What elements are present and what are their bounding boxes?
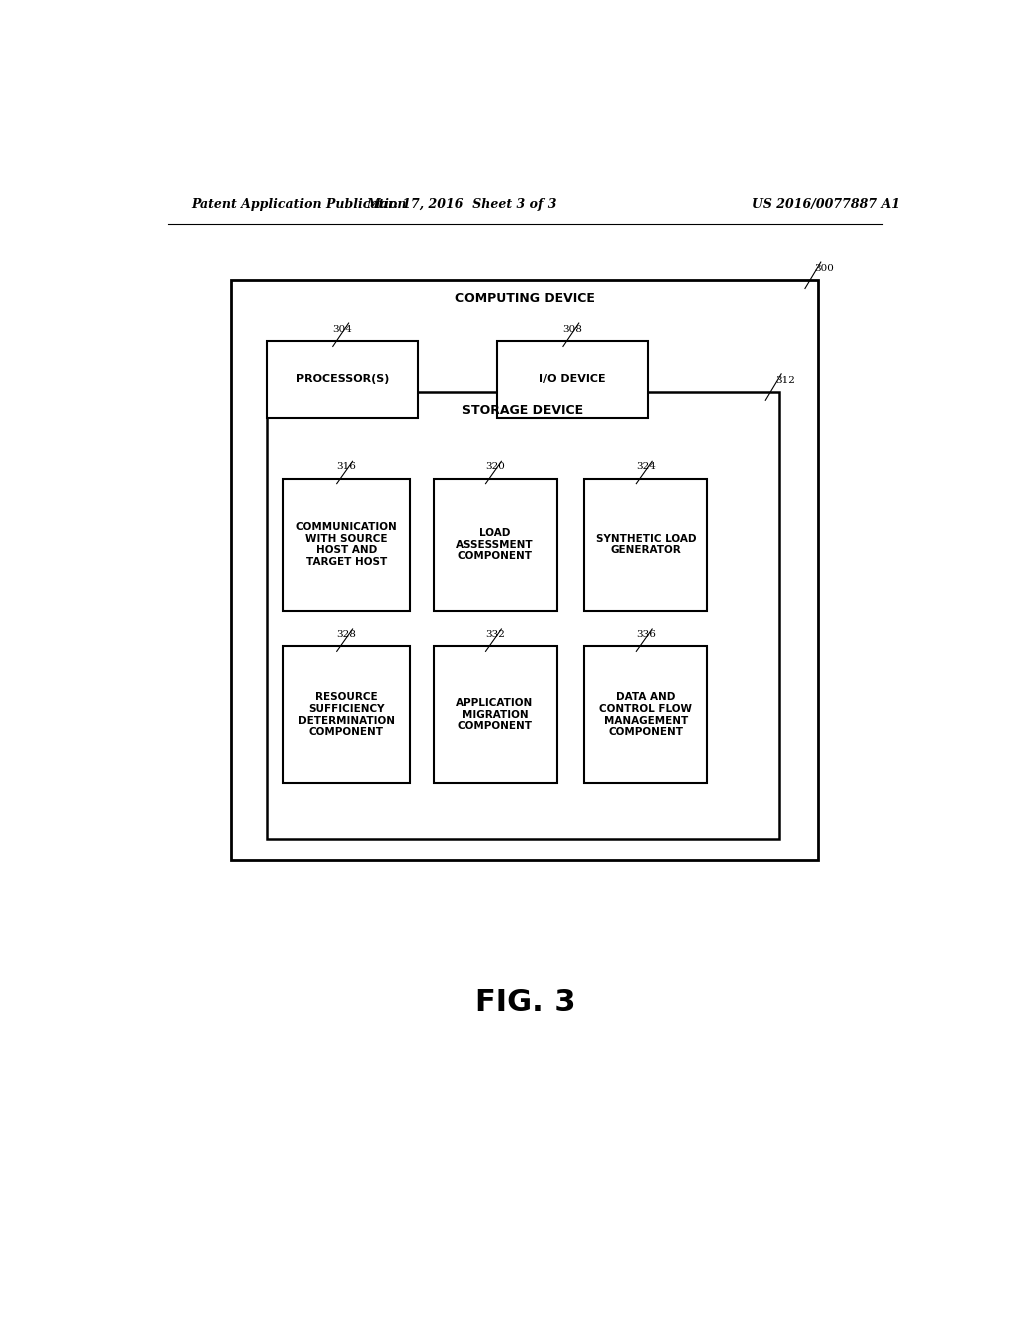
Text: COMMUNICATION
WITH SOURCE
HOST AND
TARGET HOST: COMMUNICATION WITH SOURCE HOST AND TARGE… — [295, 523, 397, 568]
Text: 312: 312 — [775, 376, 795, 385]
Text: 320: 320 — [485, 462, 505, 471]
FancyBboxPatch shape — [585, 647, 708, 784]
Text: PROCESSOR(S): PROCESSOR(S) — [296, 375, 389, 384]
FancyBboxPatch shape — [497, 342, 648, 417]
Text: RESOURCE
SUFFICIENCY
DETERMINATION
COMPONENT: RESOURCE SUFFICIENCY DETERMINATION COMPO… — [298, 693, 394, 738]
FancyBboxPatch shape — [267, 342, 418, 417]
Text: LOAD
ASSESSMENT
COMPONENT: LOAD ASSESSMENT COMPONENT — [457, 528, 534, 561]
FancyBboxPatch shape — [267, 392, 779, 840]
Text: DATA AND
CONTROL FLOW
MANAGEMENT
COMPONENT: DATA AND CONTROL FLOW MANAGEMENT COMPONE… — [599, 693, 692, 738]
Text: US 2016/0077887 A1: US 2016/0077887 A1 — [753, 198, 900, 211]
Text: 316: 316 — [336, 462, 356, 471]
Text: I/O DEVICE: I/O DEVICE — [539, 375, 606, 384]
FancyBboxPatch shape — [231, 280, 818, 859]
Text: 336: 336 — [636, 630, 655, 639]
Text: 324: 324 — [636, 462, 655, 471]
FancyBboxPatch shape — [283, 647, 410, 784]
Text: COMPUTING DEVICE: COMPUTING DEVICE — [455, 292, 595, 305]
Text: 332: 332 — [485, 630, 505, 639]
Text: STORAGE DEVICE: STORAGE DEVICE — [462, 404, 584, 417]
Text: Patent Application Publication: Patent Application Publication — [191, 198, 407, 211]
FancyBboxPatch shape — [283, 479, 410, 611]
FancyBboxPatch shape — [433, 647, 557, 784]
Text: APPLICATION
MIGRATION
COMPONENT: APPLICATION MIGRATION COMPONENT — [457, 698, 534, 731]
Text: FIG. 3: FIG. 3 — [474, 987, 575, 1016]
Text: SYNTHETIC LOAD
GENERATOR: SYNTHETIC LOAD GENERATOR — [596, 533, 696, 556]
Text: Mar. 17, 2016  Sheet 3 of 3: Mar. 17, 2016 Sheet 3 of 3 — [366, 198, 557, 211]
Text: 304: 304 — [333, 325, 352, 334]
FancyBboxPatch shape — [433, 479, 557, 611]
Text: 328: 328 — [336, 630, 356, 639]
Text: 308: 308 — [562, 325, 583, 334]
Text: 300: 300 — [814, 264, 835, 273]
FancyBboxPatch shape — [585, 479, 708, 611]
